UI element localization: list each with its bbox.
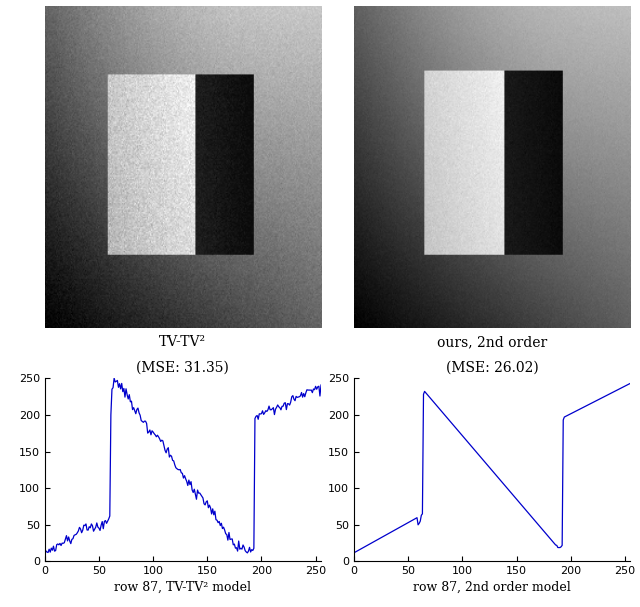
Text: (MSE: 31.35): (MSE: 31.35) bbox=[136, 360, 229, 374]
Text: (MSE: 26.02): (MSE: 26.02) bbox=[446, 360, 539, 374]
X-axis label: row 87, TV-TV² model: row 87, TV-TV² model bbox=[115, 580, 252, 594]
Text: TV-TV²: TV-TV² bbox=[159, 335, 207, 349]
Text: ours, 2nd order: ours, 2nd order bbox=[437, 335, 547, 349]
X-axis label: row 87, 2nd order model: row 87, 2nd order model bbox=[413, 580, 571, 594]
